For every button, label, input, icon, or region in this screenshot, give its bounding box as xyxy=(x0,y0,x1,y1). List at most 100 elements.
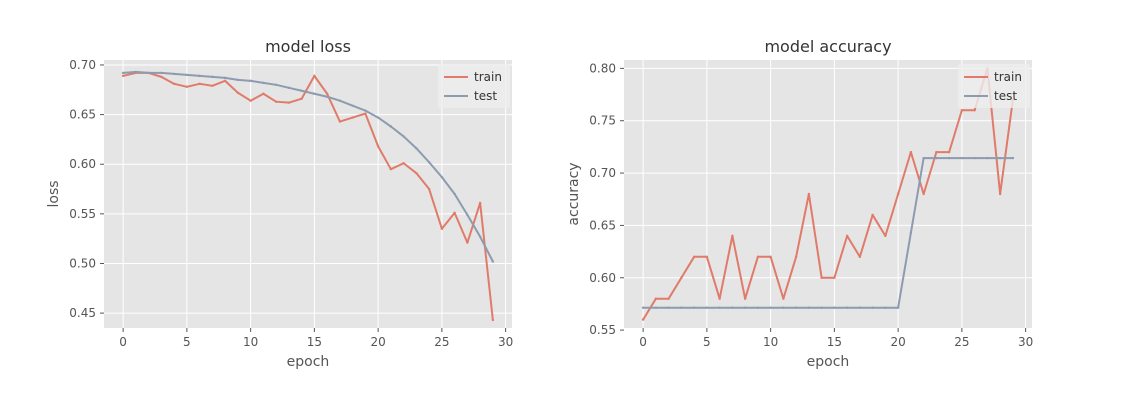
loss-test-point xyxy=(415,147,418,150)
accuracy-train-point xyxy=(667,297,670,300)
accuracy-chart: 0 5 10 15 20 25 30 0.55 0.60 0.65 0.70 0.75 0.80 mode… xyxy=(566,37,1033,370)
accuracy-test-point xyxy=(973,156,976,160)
loss-test-point xyxy=(147,71,150,75)
accuracy-test-point xyxy=(820,306,823,309)
accuracy-test-point xyxy=(947,156,951,160)
accuracy-test-point xyxy=(756,306,760,309)
accuracy-train-point xyxy=(960,109,964,112)
accuracy-test-line xyxy=(643,157,1013,309)
accuracy-test-point xyxy=(680,306,683,309)
loss-test-point xyxy=(453,192,456,196)
accuracy-train-point xyxy=(884,234,887,238)
accuracy-train-point xyxy=(871,213,874,217)
accuracy-x-tick-label: 20 xyxy=(890,335,905,349)
loss-test-point xyxy=(478,235,482,238)
accuracy-legend: train test xyxy=(958,64,1030,108)
loss-train-point xyxy=(249,99,252,102)
accuracy-train-point xyxy=(998,192,1002,196)
accuracy-train-point xyxy=(973,109,976,112)
accuracy-test-point xyxy=(935,156,938,160)
accuracy-train-line xyxy=(642,67,1014,321)
accuracy-test-point xyxy=(807,306,811,309)
accuracy-test-point xyxy=(845,306,849,309)
loss-test-point xyxy=(223,76,227,80)
loss-x-tick-label: 30 xyxy=(498,335,513,349)
accuracy-train-point xyxy=(641,318,645,321)
accuracy-train-point xyxy=(807,192,811,196)
accuracy-train-point xyxy=(845,234,849,238)
loss-test-point xyxy=(313,92,316,95)
accuracy-x-tick-label: 25 xyxy=(954,335,969,349)
accuracy-test-point xyxy=(896,306,900,309)
accuracy-test-point xyxy=(986,156,989,160)
loss-x-tick-label: 10 xyxy=(243,335,258,349)
loss-train-point xyxy=(364,112,367,115)
loss-test-point xyxy=(262,81,265,85)
loss-train-point xyxy=(300,97,303,100)
loss-train-point xyxy=(351,116,354,119)
loss-y-tick-label: 0.70 xyxy=(69,58,96,72)
loss-train-point xyxy=(453,211,456,215)
accuracy-train-point xyxy=(833,276,836,279)
loss-y-tick-label: 0.50 xyxy=(69,256,96,270)
accuracy-y-tick-label: 0.60 xyxy=(589,271,616,285)
loss-test-point xyxy=(287,86,291,89)
accuracy-chart-title: model accuracy xyxy=(764,37,891,56)
accuracy-y-tick-label: 0.65 xyxy=(589,218,616,232)
loss-train-point xyxy=(466,241,469,244)
loss-x-tick-label: 15 xyxy=(307,335,322,349)
loss-y-tick-label: 0.65 xyxy=(69,108,96,122)
loss-test-point xyxy=(376,116,380,119)
accuracy-x-tick-label: 0 xyxy=(639,335,647,349)
accuracy-train-point xyxy=(680,276,683,279)
accuracy-test-point xyxy=(858,306,862,309)
loss-train-point xyxy=(478,201,482,205)
accuracy-y-tick-label: 0.55 xyxy=(589,323,616,337)
loss-x-axis-label: epoch xyxy=(287,354,330,370)
loss-test-point xyxy=(160,71,163,75)
accuracy-y-tick-label: 0.70 xyxy=(589,166,616,180)
accuracy-test-point xyxy=(718,306,721,309)
accuracy-y-tick-label: 0.75 xyxy=(589,114,616,128)
loss-train-point xyxy=(325,92,329,95)
accuracy-train-point xyxy=(743,297,747,300)
accuracy-train-point xyxy=(820,276,823,279)
loss-test-point xyxy=(427,161,431,164)
accuracy-x-tick-label: 5 xyxy=(703,335,711,349)
loss-x-tick-label: 0 xyxy=(119,335,127,349)
accuracy-train-point xyxy=(794,255,798,259)
loss-y-axis-label: loss xyxy=(46,180,62,207)
accuracy-y-axis-label: accuracy xyxy=(566,162,582,225)
accuracy-test-point xyxy=(731,306,734,309)
accuracy-x-tick-label: 30 xyxy=(1018,335,1033,349)
loss-test-point xyxy=(134,70,138,74)
accuracy-train-point xyxy=(935,150,938,154)
loss-test-point xyxy=(466,213,469,217)
loss-train-point xyxy=(121,74,125,78)
loss-train-point xyxy=(236,91,240,94)
loss-train-point xyxy=(262,92,265,95)
accuracy-train-point xyxy=(896,192,900,196)
accuracy-train-point xyxy=(692,255,696,259)
accuracy-test-point xyxy=(654,306,658,309)
accuracy-test-point xyxy=(922,156,925,160)
loss-test-point xyxy=(211,75,214,79)
loss-test-point xyxy=(121,71,125,75)
loss-legend-label-test: test xyxy=(474,89,497,103)
loss-chart-title: model loss xyxy=(265,37,351,56)
accuracy-test-point xyxy=(705,306,709,309)
loss-test-point xyxy=(351,104,354,107)
accuracy-test-point xyxy=(794,306,798,309)
accuracy-test-point xyxy=(998,156,1002,160)
loss-y-tick-label: 0.55 xyxy=(69,207,96,221)
accuracy-test-point xyxy=(692,306,696,309)
loss-train-point xyxy=(274,100,278,103)
accuracy-train-point xyxy=(705,255,709,259)
loss-test-point xyxy=(172,72,176,76)
accuracy-x-tick-label: 15 xyxy=(827,335,842,349)
loss-train-point xyxy=(198,82,201,86)
accuracy-legend-label-train: train xyxy=(994,70,1022,84)
loss-test-point xyxy=(325,95,329,98)
accuracy-test-point xyxy=(769,306,772,309)
